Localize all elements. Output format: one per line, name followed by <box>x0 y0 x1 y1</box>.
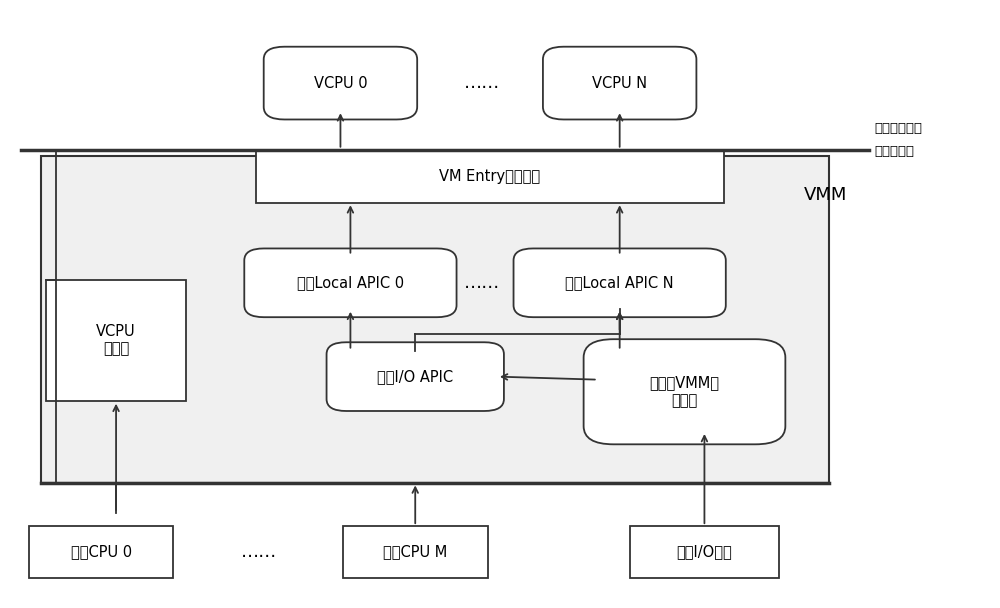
FancyBboxPatch shape <box>543 47 696 120</box>
FancyBboxPatch shape <box>244 249 457 317</box>
Text: ……: …… <box>464 74 500 92</box>
Text: VCPU 0: VCPU 0 <box>314 75 367 91</box>
Text: 物理CPU 0: 物理CPU 0 <box>71 545 132 559</box>
FancyBboxPatch shape <box>514 249 726 317</box>
Text: 设备的VMM中
断处理: 设备的VMM中 断处理 <box>649 376 719 408</box>
Text: 虚拟I/O APIC: 虚拟I/O APIC <box>377 369 453 384</box>
FancyBboxPatch shape <box>41 156 829 483</box>
Text: 虚拟Local APIC 0: 虚拟Local APIC 0 <box>297 275 404 290</box>
Text: 物理CPU M: 物理CPU M <box>383 545 447 559</box>
Text: 根操作模式: 根操作模式 <box>874 145 914 158</box>
FancyBboxPatch shape <box>343 527 488 578</box>
FancyBboxPatch shape <box>327 342 504 411</box>
Text: VCPU
调度器: VCPU 调度器 <box>96 324 136 356</box>
FancyBboxPatch shape <box>256 151 724 202</box>
Text: ……: …… <box>464 274 500 292</box>
Text: VM Entry中断注入: VM Entry中断注入 <box>439 170 541 184</box>
Text: 物理I/O设备: 物理I/O设备 <box>677 545 732 559</box>
Text: 虚拟Local APIC N: 虚拟Local APIC N <box>565 275 674 290</box>
FancyBboxPatch shape <box>584 339 785 444</box>
Text: VCPU N: VCPU N <box>592 75 647 91</box>
Text: 非根操作模式: 非根操作模式 <box>874 122 922 135</box>
FancyBboxPatch shape <box>264 47 417 120</box>
Text: ……: …… <box>241 543 277 561</box>
FancyBboxPatch shape <box>46 280 186 401</box>
FancyBboxPatch shape <box>29 527 173 578</box>
Text: VMM: VMM <box>804 186 848 204</box>
FancyBboxPatch shape <box>630 527 779 578</box>
